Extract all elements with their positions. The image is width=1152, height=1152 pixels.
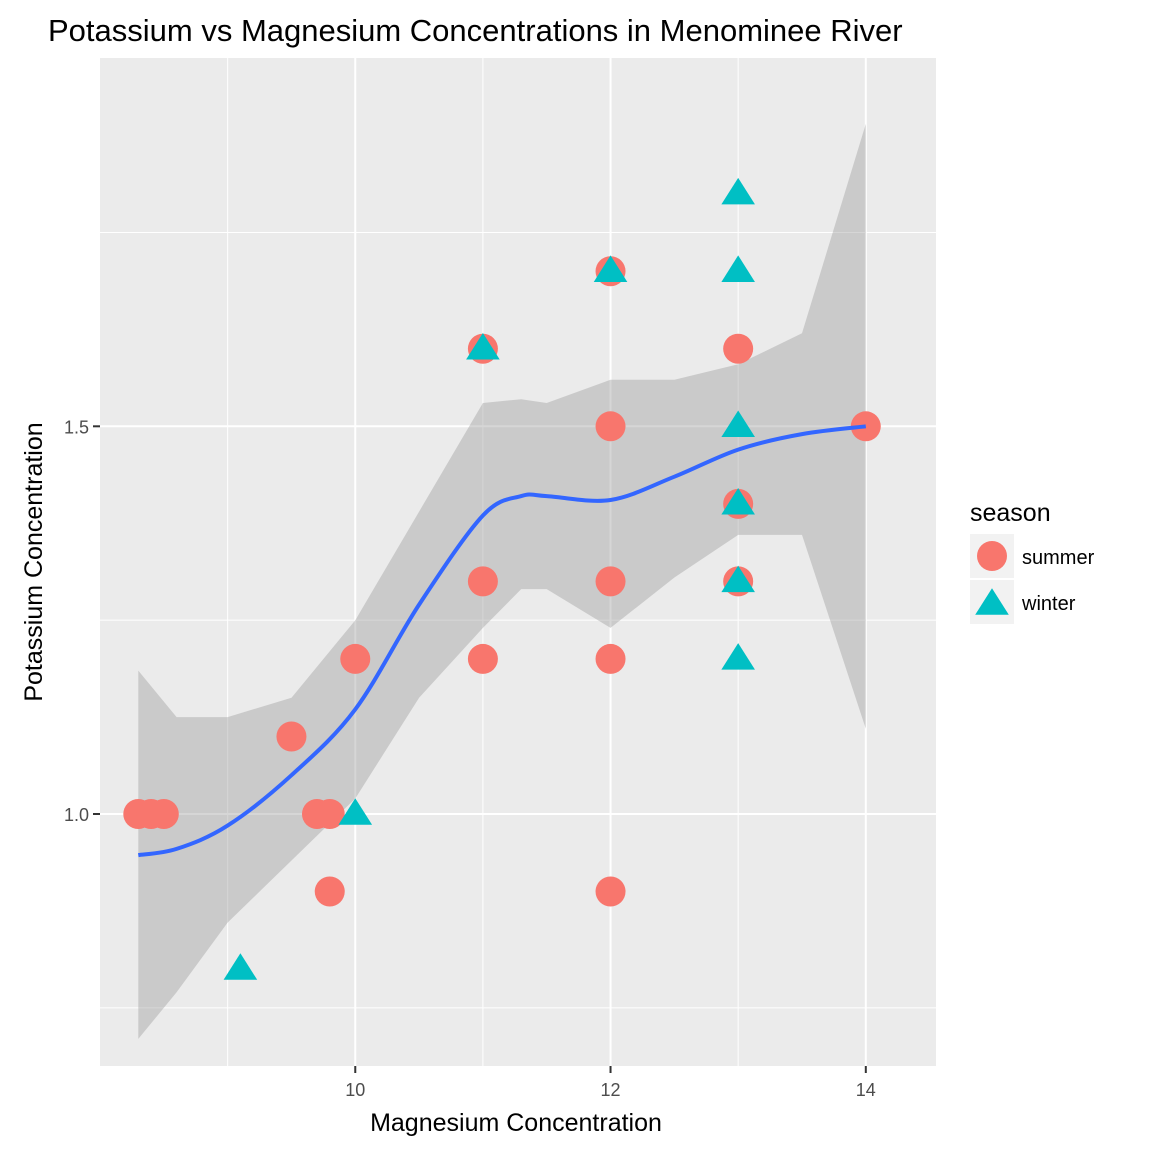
legend-winter-marker (975, 588, 1009, 615)
winter-point (721, 177, 755, 205)
legend: season summer winter (970, 499, 1095, 624)
major-gridlines (100, 58, 936, 1066)
y-axis-ticks: 1.0 1.5 (64, 417, 100, 825)
winter-point (721, 255, 755, 282)
summer-point (467, 643, 498, 674)
y-tick-label: 1.0 (64, 805, 89, 825)
legend-summer-marker (977, 541, 1007, 571)
y-tick-label: 1.5 (64, 417, 89, 437)
summer-point (314, 876, 345, 907)
x-axis-title: Magnesium Concentration (370, 1109, 662, 1137)
x-tick-label: 12 (601, 1080, 621, 1100)
minor-gridlines (100, 58, 936, 1066)
x-tick-label: 14 (856, 1080, 876, 1100)
winter-point (223, 953, 258, 980)
winter-point (721, 488, 755, 515)
summer-point (595, 643, 626, 674)
winter-point (338, 798, 373, 825)
winter-point (721, 565, 755, 593)
summer-point (595, 876, 626, 907)
x-axis-ticks: 10 12 14 (345, 1066, 876, 1100)
x-tick-label: 10 (345, 1080, 365, 1100)
summer-point (850, 411, 881, 442)
legend-label-winter: winter (1021, 593, 1076, 615)
summer-point (467, 566, 498, 597)
summer-point (340, 643, 371, 674)
summer-point (148, 799, 179, 829)
winter-points (223, 177, 755, 980)
winter-point (721, 410, 755, 438)
winter-point (593, 255, 628, 282)
summer-point (314, 799, 345, 829)
summer-point (595, 411, 626, 442)
chart-title: Potassium vs Magnesium Concentrations in… (48, 13, 903, 48)
summer-point (276, 721, 307, 752)
plot-panel (100, 58, 936, 1066)
summer-point (723, 333, 754, 364)
summer-point (595, 566, 626, 597)
legend-label-summer: summer (1022, 547, 1095, 569)
legend-title: season (970, 499, 1051, 527)
winter-point (721, 643, 755, 670)
winter-point (466, 332, 500, 360)
smooth-line (137, 424, 867, 858)
y-axis-title: Potassium Concentration (20, 422, 48, 701)
